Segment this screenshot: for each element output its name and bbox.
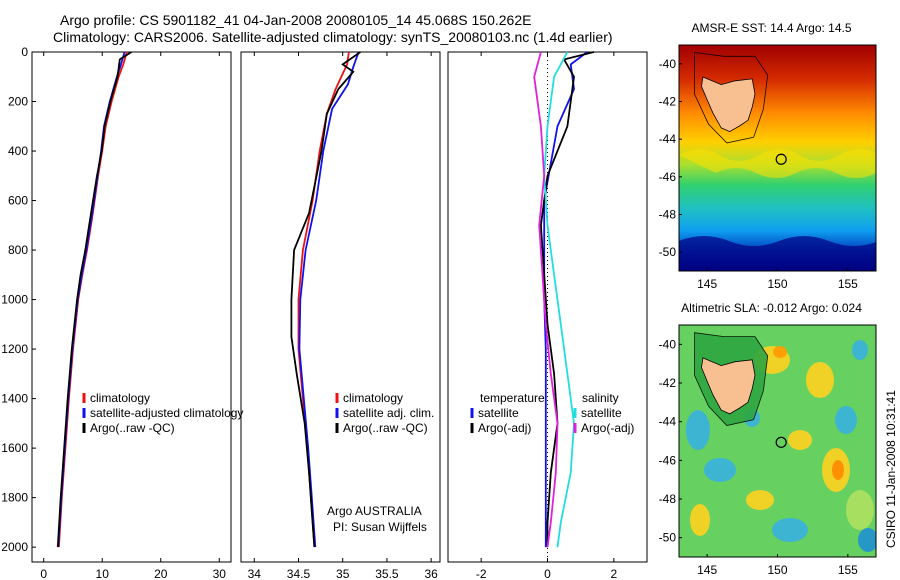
sla_map-ytick-label: -40 bbox=[659, 337, 677, 351]
temperature-ytick-label: 200 bbox=[8, 95, 28, 109]
difference-salinity-legend-label: satellite bbox=[581, 406, 622, 420]
salinity-xtick-label: 34 bbox=[248, 567, 262, 580]
temperature-ytick-label: 1800 bbox=[1, 491, 28, 505]
temperature-ytick-label: 0 bbox=[21, 45, 28, 59]
temperature-legend-label: Argo(..raw -QC) bbox=[90, 421, 175, 435]
sla-anomaly-blob bbox=[858, 528, 876, 552]
sla_map-xtick-label: 155 bbox=[838, 563, 858, 577]
sst_map-field bbox=[679, 45, 876, 271]
sst_map-ytick-label: -40 bbox=[659, 57, 677, 71]
sst-front-band bbox=[679, 149, 876, 178]
figure-title-line2: Climatology: CARS2006. Satellite-adjuste… bbox=[53, 29, 613, 45]
sla_map-ytick-label: -42 bbox=[659, 376, 677, 390]
sla-anomaly-blob bbox=[772, 518, 808, 542]
temperature-ytick-label: 600 bbox=[8, 194, 28, 208]
temperature-axes-box bbox=[31, 51, 232, 563]
tasmania-landmass bbox=[701, 357, 756, 415]
sla-anomaly-blob bbox=[704, 458, 736, 482]
temperature-ytick-label: 1000 bbox=[1, 293, 28, 307]
sst_map-ytick-label: -50 bbox=[659, 245, 677, 259]
temperature-xtick-label: 10 bbox=[96, 567, 110, 580]
salinity-legend-label: Argo(..raw -QC) bbox=[343, 421, 428, 435]
temperature-ytick-label: 400 bbox=[8, 144, 28, 158]
sla-anomaly-blob bbox=[746, 490, 774, 510]
salinity-series-satellite-adj-clim- bbox=[298, 51, 360, 548]
difference-series-temperature-satellite bbox=[543, 51, 588, 548]
sla_map-panel: 145 150 155 -40 -42 -44 -46 -48 -50 Altimetric SL… bbox=[659, 301, 877, 577]
sst_map-xtick-label: 150 bbox=[767, 277, 787, 291]
sst_map-ytick-label: -46 bbox=[659, 170, 677, 184]
sla_map-ytick-label: -46 bbox=[659, 453, 677, 467]
temperature-ytick-label: 2000 bbox=[1, 540, 28, 554]
difference-legend-group-title: temperature bbox=[480, 391, 545, 405]
sla_map-ytick-label: -50 bbox=[659, 531, 677, 545]
sla-anomaly-blob bbox=[852, 340, 868, 360]
difference-xtick-label: 0 bbox=[544, 567, 551, 580]
sst_map-panel: 145 150 155 -40 -42 -44 -46 -48 -50 AMSR-E SST: 1… bbox=[659, 21, 877, 291]
salinity-axes-box bbox=[240, 51, 441, 563]
temperature-xtick-label: 20 bbox=[154, 567, 168, 580]
temperature-panel: 0 10 20 30 0 200 400 600 800 1000 1200 1400 1600 1800… bbox=[1, 45, 232, 580]
temperature-ytick-label: 1400 bbox=[1, 392, 28, 406]
difference-legend-group-title: salinity bbox=[582, 391, 619, 405]
salinity-xtick-label: 35 bbox=[336, 567, 350, 580]
temperature-ytick-label: 1600 bbox=[1, 441, 28, 455]
sst_map-title: AMSR-E SST: 14.4 Argo: 14.5 bbox=[691, 21, 851, 35]
temperature-ytick-label: 1200 bbox=[1, 342, 28, 356]
temperature-xtick-label: 0 bbox=[40, 567, 47, 580]
sla-anomaly-blob bbox=[846, 490, 874, 530]
sla-anomaly-blob bbox=[686, 410, 710, 450]
difference-xtick-label: 2 bbox=[610, 567, 617, 580]
sla-anomaly-blob bbox=[788, 430, 812, 450]
difference-series-salinity-argo-adj- bbox=[533, 51, 559, 548]
sst_map-ytick-label: -42 bbox=[659, 95, 677, 109]
sla-anomaly-blob bbox=[835, 406, 857, 434]
difference-temperature-legend-label: satellite bbox=[478, 406, 519, 420]
difference-series-salinity-satellite bbox=[543, 51, 575, 548]
figure-title-line1: Argo profile: CS 5901182_41 04-Jan-2008 … bbox=[60, 12, 532, 28]
sla-anomaly-blob bbox=[832, 460, 844, 480]
temperature-xtick-label: 30 bbox=[213, 567, 227, 580]
sla-anomaly-blob bbox=[773, 346, 787, 358]
temperature-legend-label: climatology bbox=[90, 391, 150, 405]
temperature-legend-label: satellite-adjusted climatology bbox=[90, 406, 243, 420]
salinity-annotation-line2: PI: Susan Wijffels bbox=[333, 520, 427, 534]
salinity-xtick-label: 35.5 bbox=[375, 567, 399, 580]
salinity-xtick-label: 34.5 bbox=[287, 567, 311, 580]
sst_map-ytick-label: -48 bbox=[659, 208, 677, 222]
salinity-legend-label: satellite adj. clim. bbox=[343, 406, 434, 420]
temperature-series-argo-raw-qc- bbox=[56, 51, 132, 548]
sla-anomaly-blob bbox=[806, 362, 834, 398]
difference-panel: -202difference from climatology bbox=[447, 51, 648, 580]
argo-float-marker bbox=[775, 436, 787, 448]
sst_map-xtick-label: 155 bbox=[838, 277, 858, 291]
temperature-ytick-label: 800 bbox=[8, 243, 28, 257]
salinity-annotation-line1: Argo AUSTRALIA bbox=[327, 504, 422, 518]
sla_map-field bbox=[679, 325, 876, 557]
sst-cold-band bbox=[679, 236, 876, 271]
sla_map-xtick-label: 145 bbox=[697, 563, 717, 577]
difference-legend: temperature salinitysatelliteArgo(-adj)sa… bbox=[470, 391, 634, 435]
tasmania-landmass bbox=[701, 76, 756, 133]
sla_map-title: Altimetric SLA: -0.012 Argo: 0.024 bbox=[681, 301, 862, 315]
argo-float-marker bbox=[775, 153, 787, 165]
shelf-contour bbox=[694, 52, 769, 144]
salinity-series-argo-raw-qc- bbox=[290, 51, 361, 548]
salinity-xtick-label: 36 bbox=[424, 567, 438, 580]
sla_map-ytick-label: -44 bbox=[659, 415, 677, 429]
sla-anomaly-blob bbox=[690, 504, 710, 536]
sla_map-xtick-label: 150 bbox=[767, 563, 787, 577]
difference-temperature-legend-label: Argo(-adj) bbox=[478, 421, 531, 435]
sst_map-xtick-label: 145 bbox=[697, 277, 717, 291]
sst_map-ytick-label: -44 bbox=[659, 132, 677, 146]
sla_map-ytick-label: -48 bbox=[659, 492, 677, 506]
difference-series-temperature-argo-adj- bbox=[539, 51, 595, 548]
salinity-legend-label: climatology bbox=[343, 391, 403, 405]
difference-xtick-label: -2 bbox=[476, 567, 487, 580]
difference-salinity-legend-label: Argo(-adj) bbox=[581, 421, 634, 435]
